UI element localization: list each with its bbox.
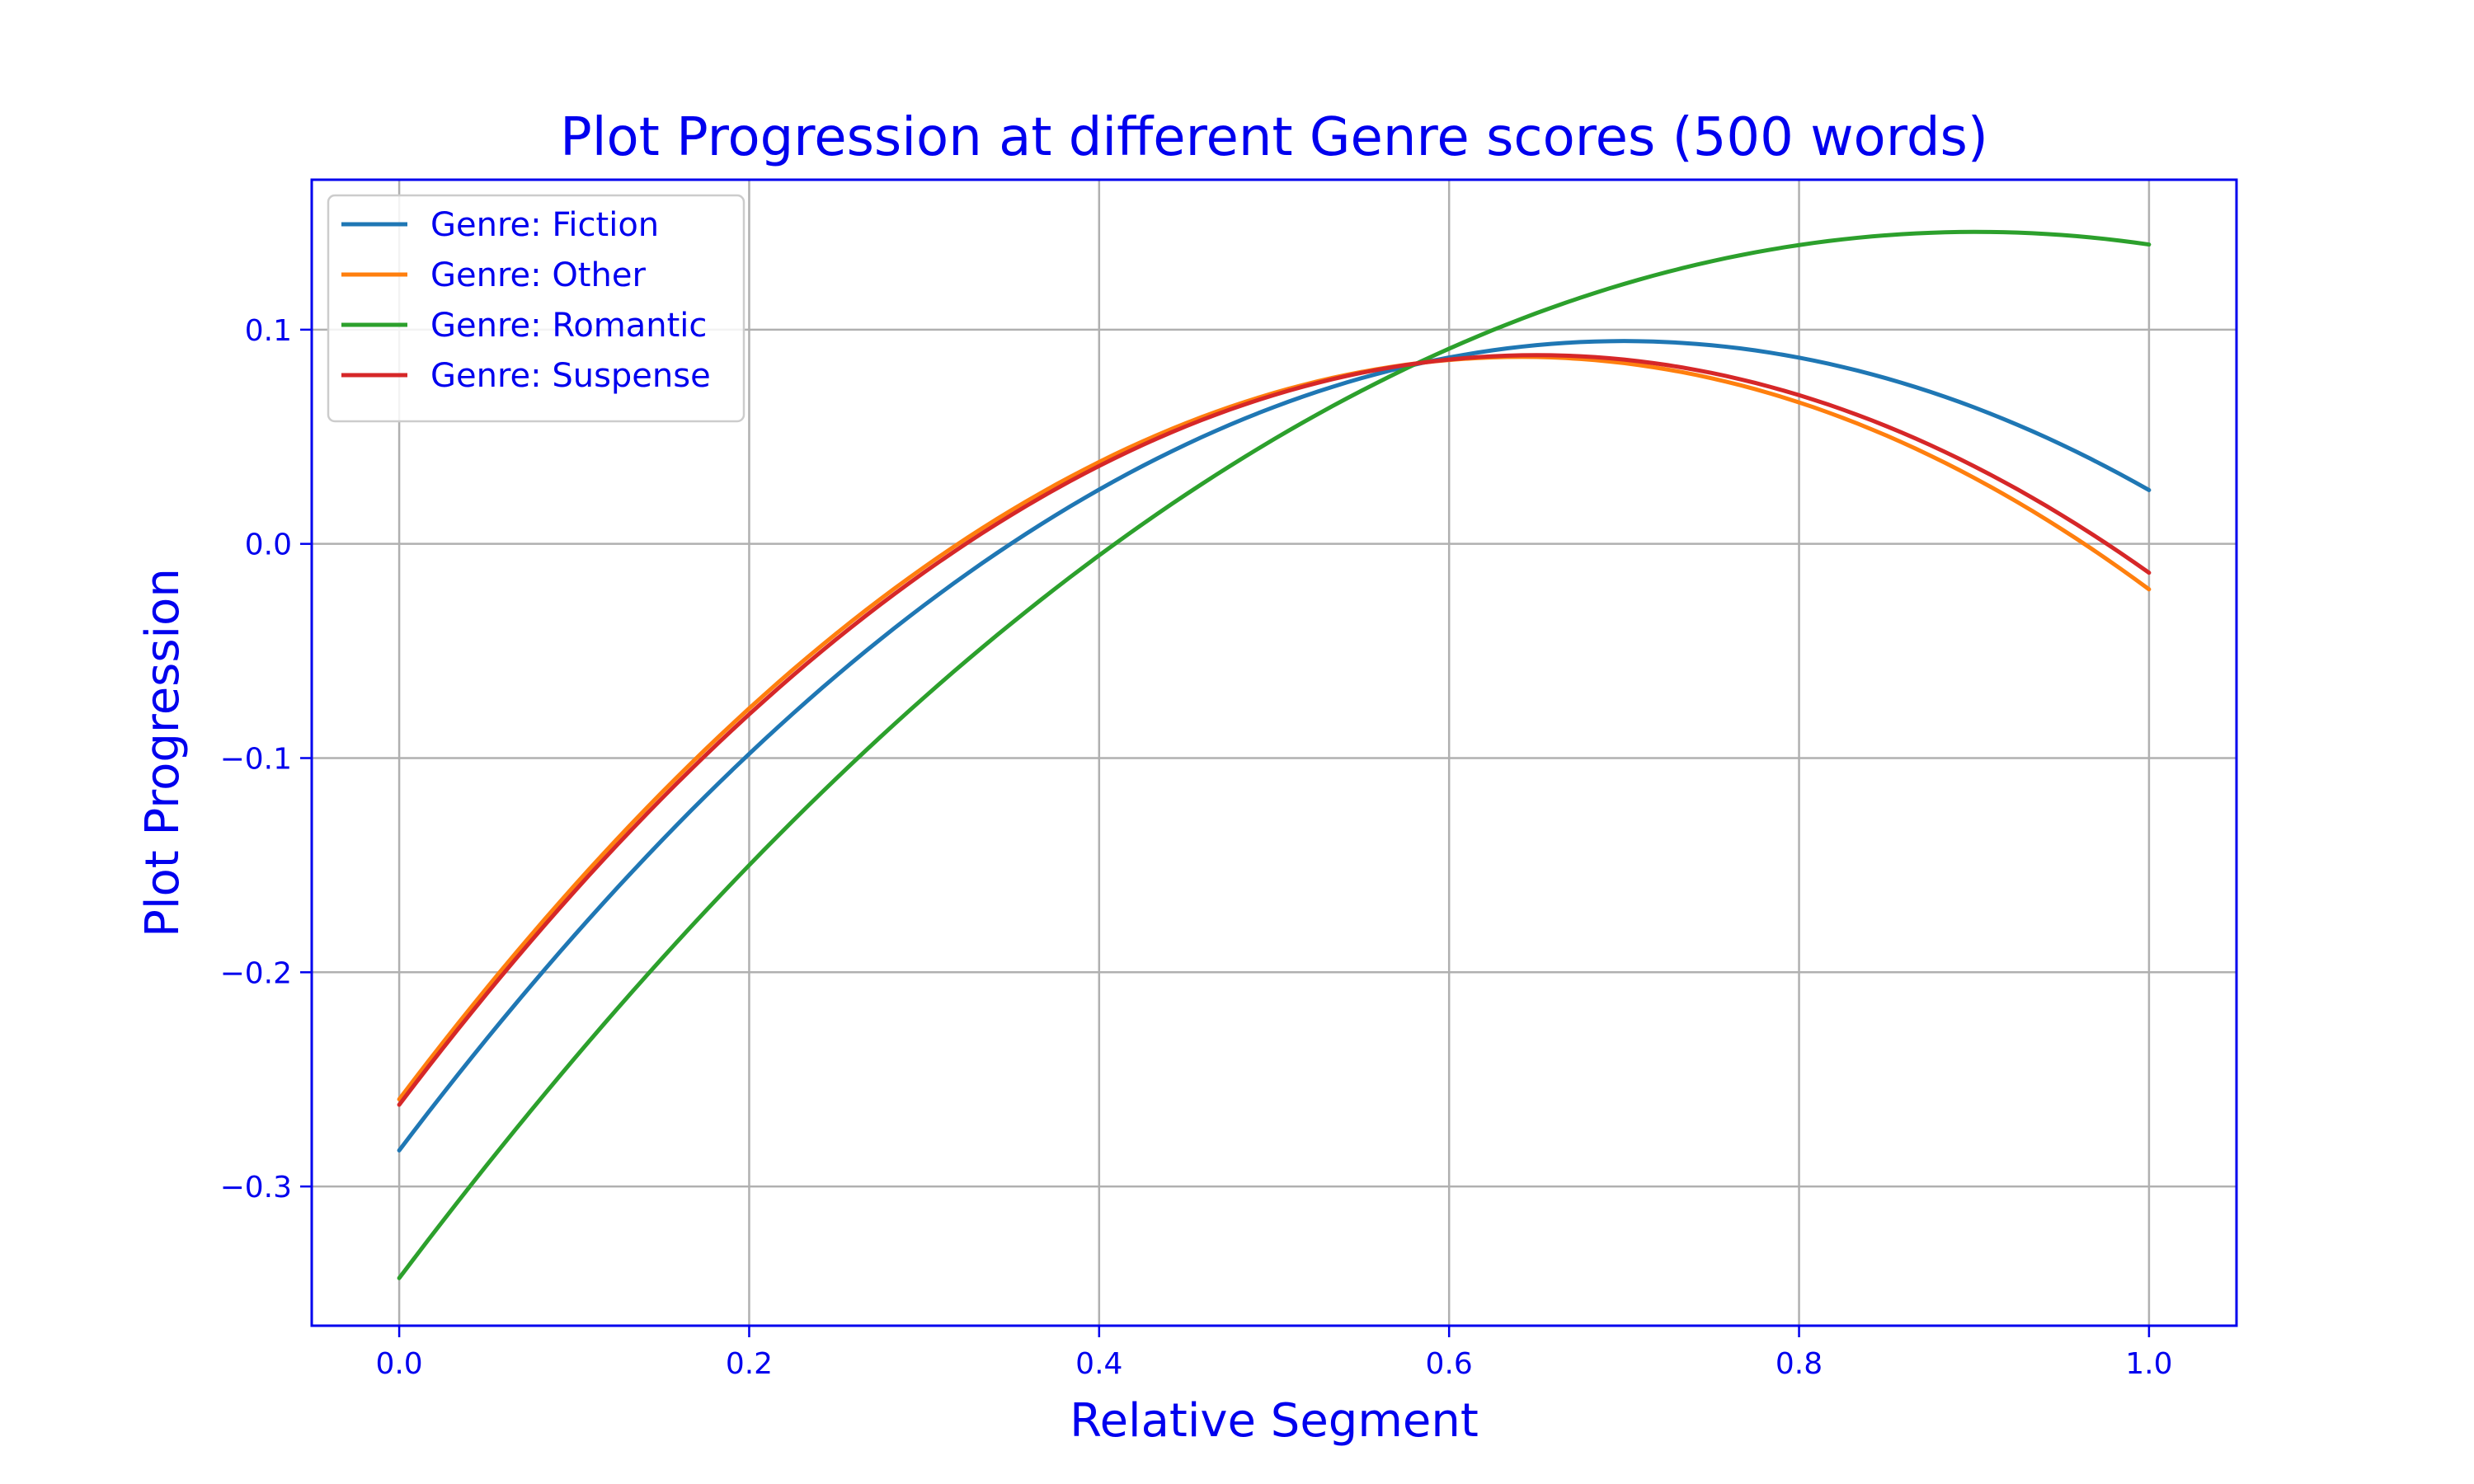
- y-tick-label: 0.0: [245, 528, 292, 562]
- series-line: [397, 229, 2152, 1280]
- legend-label: Genre: Other: [430, 256, 646, 294]
- x-tick-label: 0.2: [726, 1347, 773, 1381]
- y-tick-label: −0.2: [220, 956, 292, 990]
- y-tick-label: 0.1: [245, 314, 292, 348]
- series-line: [397, 353, 2152, 1107]
- legend: Genre: Fiction Genre: Other Genre: Romanti…: [327, 194, 745, 423]
- series-line: [397, 339, 2152, 1153]
- x-tick-label: 1.0: [2125, 1347, 2172, 1381]
- y-axis-label: Plot Progression: [136, 568, 190, 937]
- y-axis-ticks: −0.3 −0.2 −0.1 0.0 0.1: [220, 314, 312, 1205]
- legend-label: Genre: Suspense: [430, 357, 711, 395]
- x-tick-label: 0.0: [375, 1347, 422, 1381]
- plot-frame: [310, 178, 2238, 1327]
- x-tick-label: 0.4: [1075, 1347, 1122, 1381]
- legend-label: Genre: Fiction: [430, 206, 659, 244]
- x-axis-label: Relative Segment: [1070, 1394, 1479, 1448]
- y-tick-label: −0.1: [220, 742, 292, 776]
- y-tick-label: −0.3: [220, 1171, 292, 1205]
- legend-label: Genre: Romantic: [430, 307, 707, 345]
- x-tick-label: 0.6: [1426, 1347, 1473, 1381]
- series-group: [397, 229, 2152, 1280]
- x-axis-ticks: 0.0 0.2 0.4 0.6 0.8 1.0: [375, 1326, 2173, 1381]
- grid: [312, 180, 2236, 1326]
- x-tick-label: 0.8: [1776, 1347, 1823, 1381]
- chart-title: Plot Progression at different Genre scor…: [560, 107, 1988, 168]
- legend-box: [327, 194, 745, 423]
